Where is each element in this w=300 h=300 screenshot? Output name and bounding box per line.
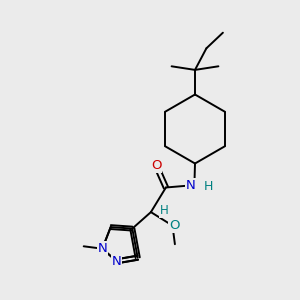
Text: O: O (151, 159, 162, 172)
Text: H: H (160, 204, 169, 217)
Text: N: N (112, 255, 122, 268)
Text: N: N (98, 242, 107, 255)
Text: O: O (169, 219, 179, 232)
Text: H: H (204, 180, 213, 193)
Text: N: N (186, 178, 196, 192)
